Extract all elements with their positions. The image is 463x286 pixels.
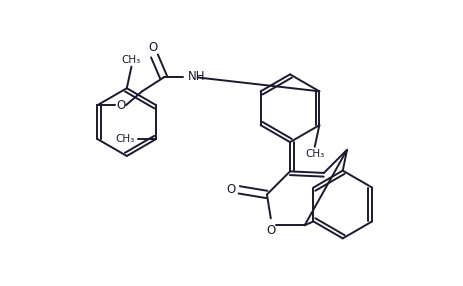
Text: O: O	[266, 224, 275, 237]
Text: NH: NH	[188, 70, 206, 83]
Text: CH₃: CH₃	[305, 149, 325, 159]
Text: O: O	[226, 183, 235, 196]
Text: O: O	[116, 99, 125, 112]
Text: CH₃: CH₃	[115, 134, 135, 144]
Text: O: O	[148, 41, 157, 53]
Text: CH₃: CH₃	[122, 55, 141, 65]
